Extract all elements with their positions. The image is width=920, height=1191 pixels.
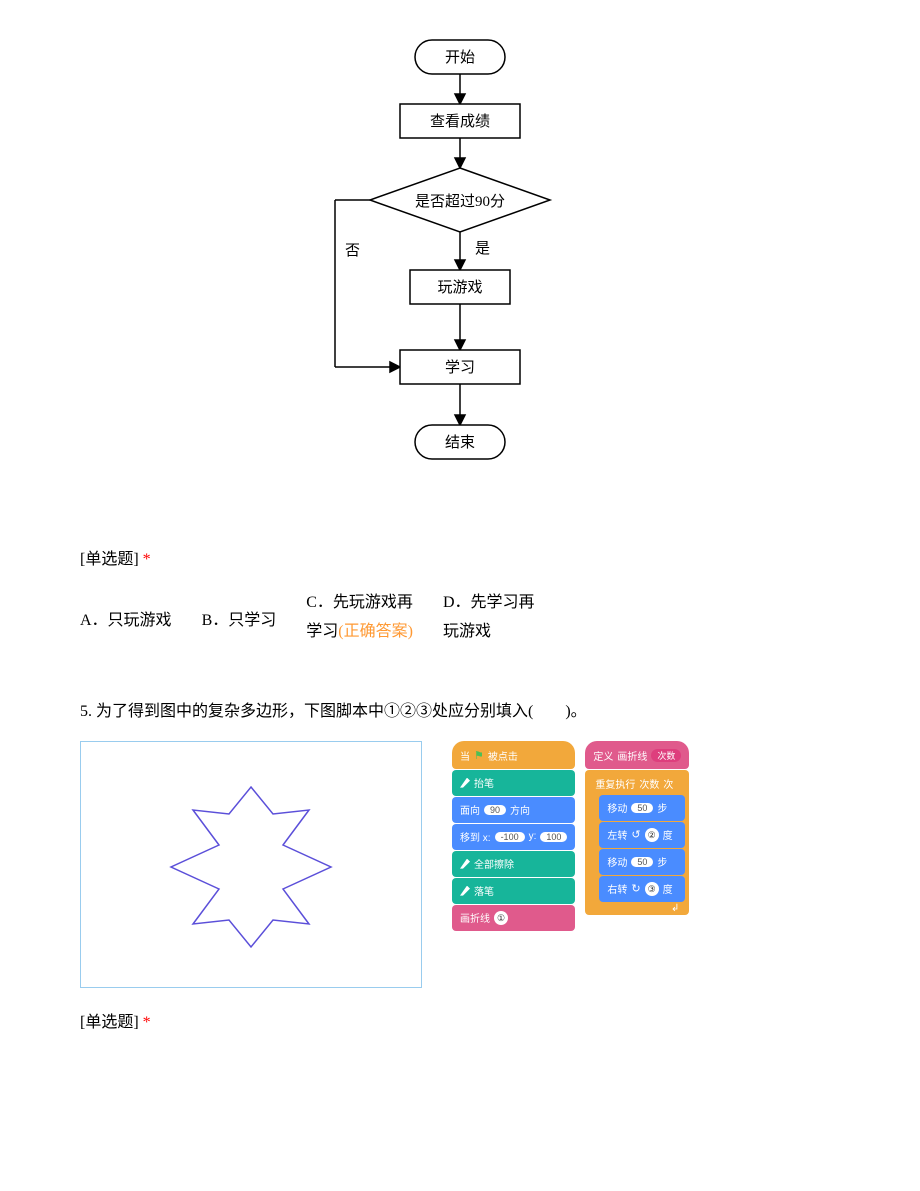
block-goto-xy: 移到 x: -100 y: 100 bbox=[452, 824, 575, 850]
pen-icon bbox=[460, 859, 470, 869]
block-pen-up: 抬笔 bbox=[452, 770, 575, 796]
block-repeat: 重复执行 次数 次 移动 50 步 左转 ↺ ② 度 bbox=[585, 770, 689, 915]
node-end: 结束 bbox=[445, 434, 475, 451]
arg-2: ② bbox=[645, 828, 659, 842]
y-value: 100 bbox=[540, 832, 567, 842]
option-a[interactable]: A．只玩游戏 bbox=[80, 606, 172, 630]
node-check: 查看成绩 bbox=[430, 113, 490, 130]
required-star: * bbox=[143, 551, 151, 568]
block-turn-right: 右转 ↻ ③ 度 bbox=[599, 876, 685, 902]
block-turn-left: 左转 ↺ ② 度 bbox=[599, 822, 685, 848]
node-decision: 是否超过90分 bbox=[415, 193, 505, 210]
scratch-stack-2: 定义 画折线 次数 重复执行 次数 次 移动 50 步 左转 bbox=[585, 741, 689, 932]
q5-type-label: [单选题] bbox=[80, 1014, 139, 1031]
option-d-line2: 玩游戏 bbox=[443, 618, 535, 647]
label-no: 否 bbox=[345, 243, 360, 259]
block-erase-all: 全部擦除 bbox=[452, 851, 575, 877]
hat-pre: 当 bbox=[460, 748, 470, 763]
option-d-line1: D．先学习再 bbox=[443, 589, 535, 618]
x-value: -100 bbox=[495, 832, 525, 842]
turn-right-icon: ↻ bbox=[631, 882, 640, 895]
dir-value: 90 bbox=[484, 805, 506, 815]
option-c-line1: C．先玩游戏再 bbox=[306, 589, 413, 618]
block-pen-down: 落笔 bbox=[452, 878, 575, 904]
node-study: 学习 bbox=[445, 359, 475, 376]
block-define: 定义 画折线 次数 bbox=[585, 741, 689, 769]
node-start: 开始 bbox=[445, 49, 475, 66]
flag-icon: ⚑ bbox=[474, 749, 484, 762]
pen-icon bbox=[460, 778, 470, 788]
option-c[interactable]: C．先玩游戏再 学习(正确答案) bbox=[306, 589, 413, 647]
flowchart: 开始 查看成绩 是否超过90分 是 否 玩游戏 bbox=[80, 30, 840, 505]
block-call-custom: 画折线 ① bbox=[452, 905, 575, 931]
block-point-dir: 面向 90 方向 bbox=[452, 797, 575, 823]
flowchart-svg: 开始 查看成绩 是否超过90分 是 否 玩游戏 bbox=[295, 30, 625, 500]
q5-text: 5. 为了得到图中的复杂多边形，下图脚本中①②③处应分别填入( )。 bbox=[80, 697, 840, 721]
q4-type: [单选题] * bbox=[80, 545, 840, 569]
option-c-line2: 学习 bbox=[306, 623, 338, 640]
q5-figures: 当 ⚑ 被点击 抬笔 面向 90 方向 移到 x: -100 y: 100 bbox=[80, 741, 840, 988]
option-d[interactable]: D．先学习再 玩游戏 bbox=[443, 589, 535, 647]
scratch-blocks: 当 ⚑ 被点击 抬笔 面向 90 方向 移到 x: -100 y: 100 bbox=[452, 741, 689, 932]
q4-options: A．只玩游戏 B．只学习 C．先玩游戏再 学习(正确答案) D．先学习再 玩游戏 bbox=[80, 589, 840, 647]
hat-label: 被点击 bbox=[488, 748, 518, 763]
star-polygon-svg bbox=[81, 742, 421, 982]
required-star: * bbox=[143, 1014, 151, 1031]
def-param: 次数 bbox=[651, 749, 681, 762]
option-b[interactable]: B．只学习 bbox=[202, 606, 277, 630]
block-move-2: 移动 50 步 bbox=[599, 849, 685, 875]
block-move-1: 移动 50 步 bbox=[599, 795, 685, 821]
star-polygon-box bbox=[80, 741, 422, 988]
correct-answer-label: (正确答案) bbox=[338, 623, 413, 640]
arg-1: ① bbox=[494, 911, 508, 925]
label-yes: 是 bbox=[475, 241, 490, 257]
loop-param: 次数 bbox=[639, 776, 659, 791]
scratch-stack-1: 当 ⚑ 被点击 抬笔 面向 90 方向 移到 x: -100 y: 100 bbox=[452, 741, 575, 932]
q4-type-label: [单选题] bbox=[80, 551, 139, 568]
block-when-flag: 当 ⚑ 被点击 bbox=[452, 741, 575, 769]
pen-icon bbox=[460, 886, 470, 896]
loop-end-icon: ↲ bbox=[589, 903, 685, 911]
node-play: 玩游戏 bbox=[437, 279, 482, 296]
q5-type: [单选题] * bbox=[80, 1008, 840, 1032]
turn-left-icon: ↺ bbox=[631, 828, 640, 841]
arg-3: ③ bbox=[645, 882, 659, 896]
